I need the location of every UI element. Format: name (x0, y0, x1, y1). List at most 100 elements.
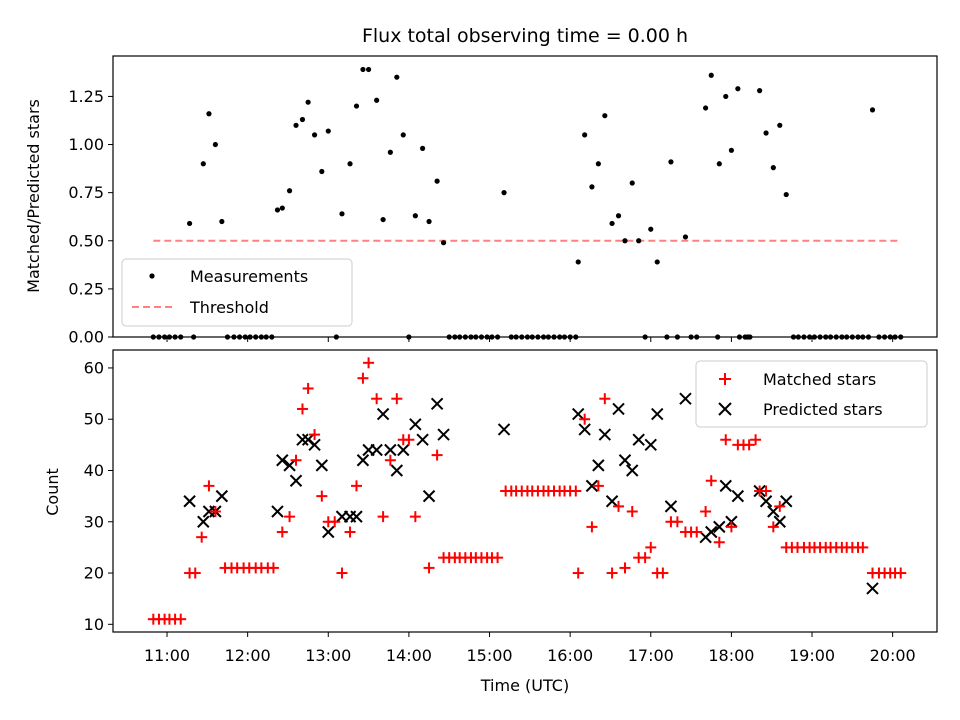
predicted-star-point (409, 418, 422, 431)
measurement-point (219, 218, 225, 225)
measurement-point (501, 190, 507, 196)
matched-star-point (329, 516, 341, 528)
measurement-point (200, 161, 206, 167)
predicted-star-point (376, 407, 390, 421)
measurement-point (589, 184, 595, 190)
measurement-point (412, 213, 418, 219)
measurement-point (387, 149, 393, 155)
matched-star-point (725, 521, 737, 533)
matched-star-point (284, 511, 296, 523)
bottom-chart-plot-area (147, 357, 907, 625)
matched-star-point (599, 393, 611, 405)
predicted-star-point (651, 407, 664, 421)
measurement-point (770, 165, 776, 171)
matched-star-point (296, 403, 308, 415)
x-tick-label: 17:00 (628, 646, 674, 665)
matched-star-point (700, 506, 712, 518)
predicted-star-point (437, 428, 450, 441)
bottom-chart: Count Time (UTC) Matched stars Predicted… (43, 349, 938, 695)
matched-star-point (492, 552, 504, 564)
measurement-point (305, 99, 311, 105)
predicted-star-point (296, 433, 309, 446)
measurement-point (286, 188, 293, 194)
matched-star-point (750, 434, 762, 446)
matched-star-point (657, 567, 669, 579)
x-tick-label: 16:00 (547, 646, 593, 665)
matched-star-point (203, 480, 215, 492)
matched-star-point (572, 567, 584, 579)
legend-measurements-label: Measurements (190, 267, 308, 286)
measurement-point (299, 116, 306, 123)
y-tick-label: 1.25 (68, 87, 104, 106)
top-chart-title: Flux total observing time = 0.00 h (362, 25, 688, 47)
matched-star-point (423, 562, 435, 574)
matched-star-point (592, 480, 604, 492)
measurement-point (434, 178, 440, 184)
measurement-point (311, 132, 318, 138)
matched-star-point (350, 480, 362, 492)
measurement-point (575, 259, 581, 265)
measurement-point (629, 180, 635, 186)
bottom-chart-frame (112, 349, 938, 633)
matched-star-point (606, 567, 618, 579)
predicted-star-point (866, 582, 879, 595)
x-tick-label: 13:00 (305, 646, 351, 665)
matched-star-point (639, 552, 651, 564)
matched-star-point (391, 393, 403, 405)
measurement-point (319, 168, 325, 175)
predicted-star-point (780, 495, 793, 508)
matched-star-point (743, 439, 755, 451)
measurement-point (212, 141, 218, 148)
predicted-star-point (497, 423, 511, 436)
matched-star-point (671, 516, 683, 528)
matched-star-point (196, 531, 208, 543)
matched-star-point (189, 567, 201, 579)
measurement-point (654, 259, 660, 265)
predicted-star-point (767, 505, 780, 518)
matched-star-point (570, 485, 582, 497)
y-tick-label: 20 (84, 564, 104, 583)
predicted-star-point (644, 438, 657, 452)
x-tick-label: 15:00 (466, 646, 512, 665)
matched-star-point (276, 526, 288, 538)
legend-predicted-marker (718, 402, 732, 416)
matched-star-point (371, 393, 383, 405)
predicted-star-point (350, 510, 363, 523)
measurement-point (735, 86, 741, 92)
measurement-point (595, 161, 601, 167)
predicted-star-point (592, 459, 605, 472)
top-chart-axes: 0.00 0.25 0.50 0.75 1.00 1.25 (68, 87, 894, 347)
predicted-star-point (759, 495, 773, 508)
measurement-point (668, 159, 674, 165)
bottom-chart-axes: 10 20 30 40 50 60 11:00 12:00 13:00 14:00 15:00 16:… (84, 358, 916, 665)
measurement-point (777, 122, 783, 128)
measurement-point (757, 88, 763, 94)
measurement-point (206, 111, 212, 117)
matched-star-point (344, 526, 356, 538)
matched-star-point (309, 429, 321, 441)
matched-star-point (267, 562, 279, 574)
matched-star-point (316, 490, 328, 502)
matched-star-point (626, 506, 638, 518)
matched-star-point (579, 413, 591, 425)
matched-star-point (645, 541, 657, 553)
matched-star-point (409, 511, 421, 523)
predicted-star-point (370, 443, 383, 457)
predicted-star-point (719, 479, 732, 493)
measurement-point (609, 220, 615, 227)
predicted-star-point (705, 525, 718, 539)
predicted-star-point (384, 443, 397, 457)
matched-star-point (431, 449, 443, 461)
y-tick-label: 60 (84, 358, 104, 377)
predicted-star-point (416, 433, 429, 446)
matched-star-point (302, 382, 314, 394)
measurement-point (279, 205, 285, 211)
matched-star-point (895, 567, 907, 579)
matched-star-point (857, 541, 869, 553)
x-tick-label: 12:00 (225, 646, 271, 665)
matched-star-point (713, 536, 725, 548)
y-tick-label: 0.50 (68, 231, 104, 250)
x-tick-label: 18:00 (708, 646, 754, 665)
measurement-point (783, 191, 789, 198)
